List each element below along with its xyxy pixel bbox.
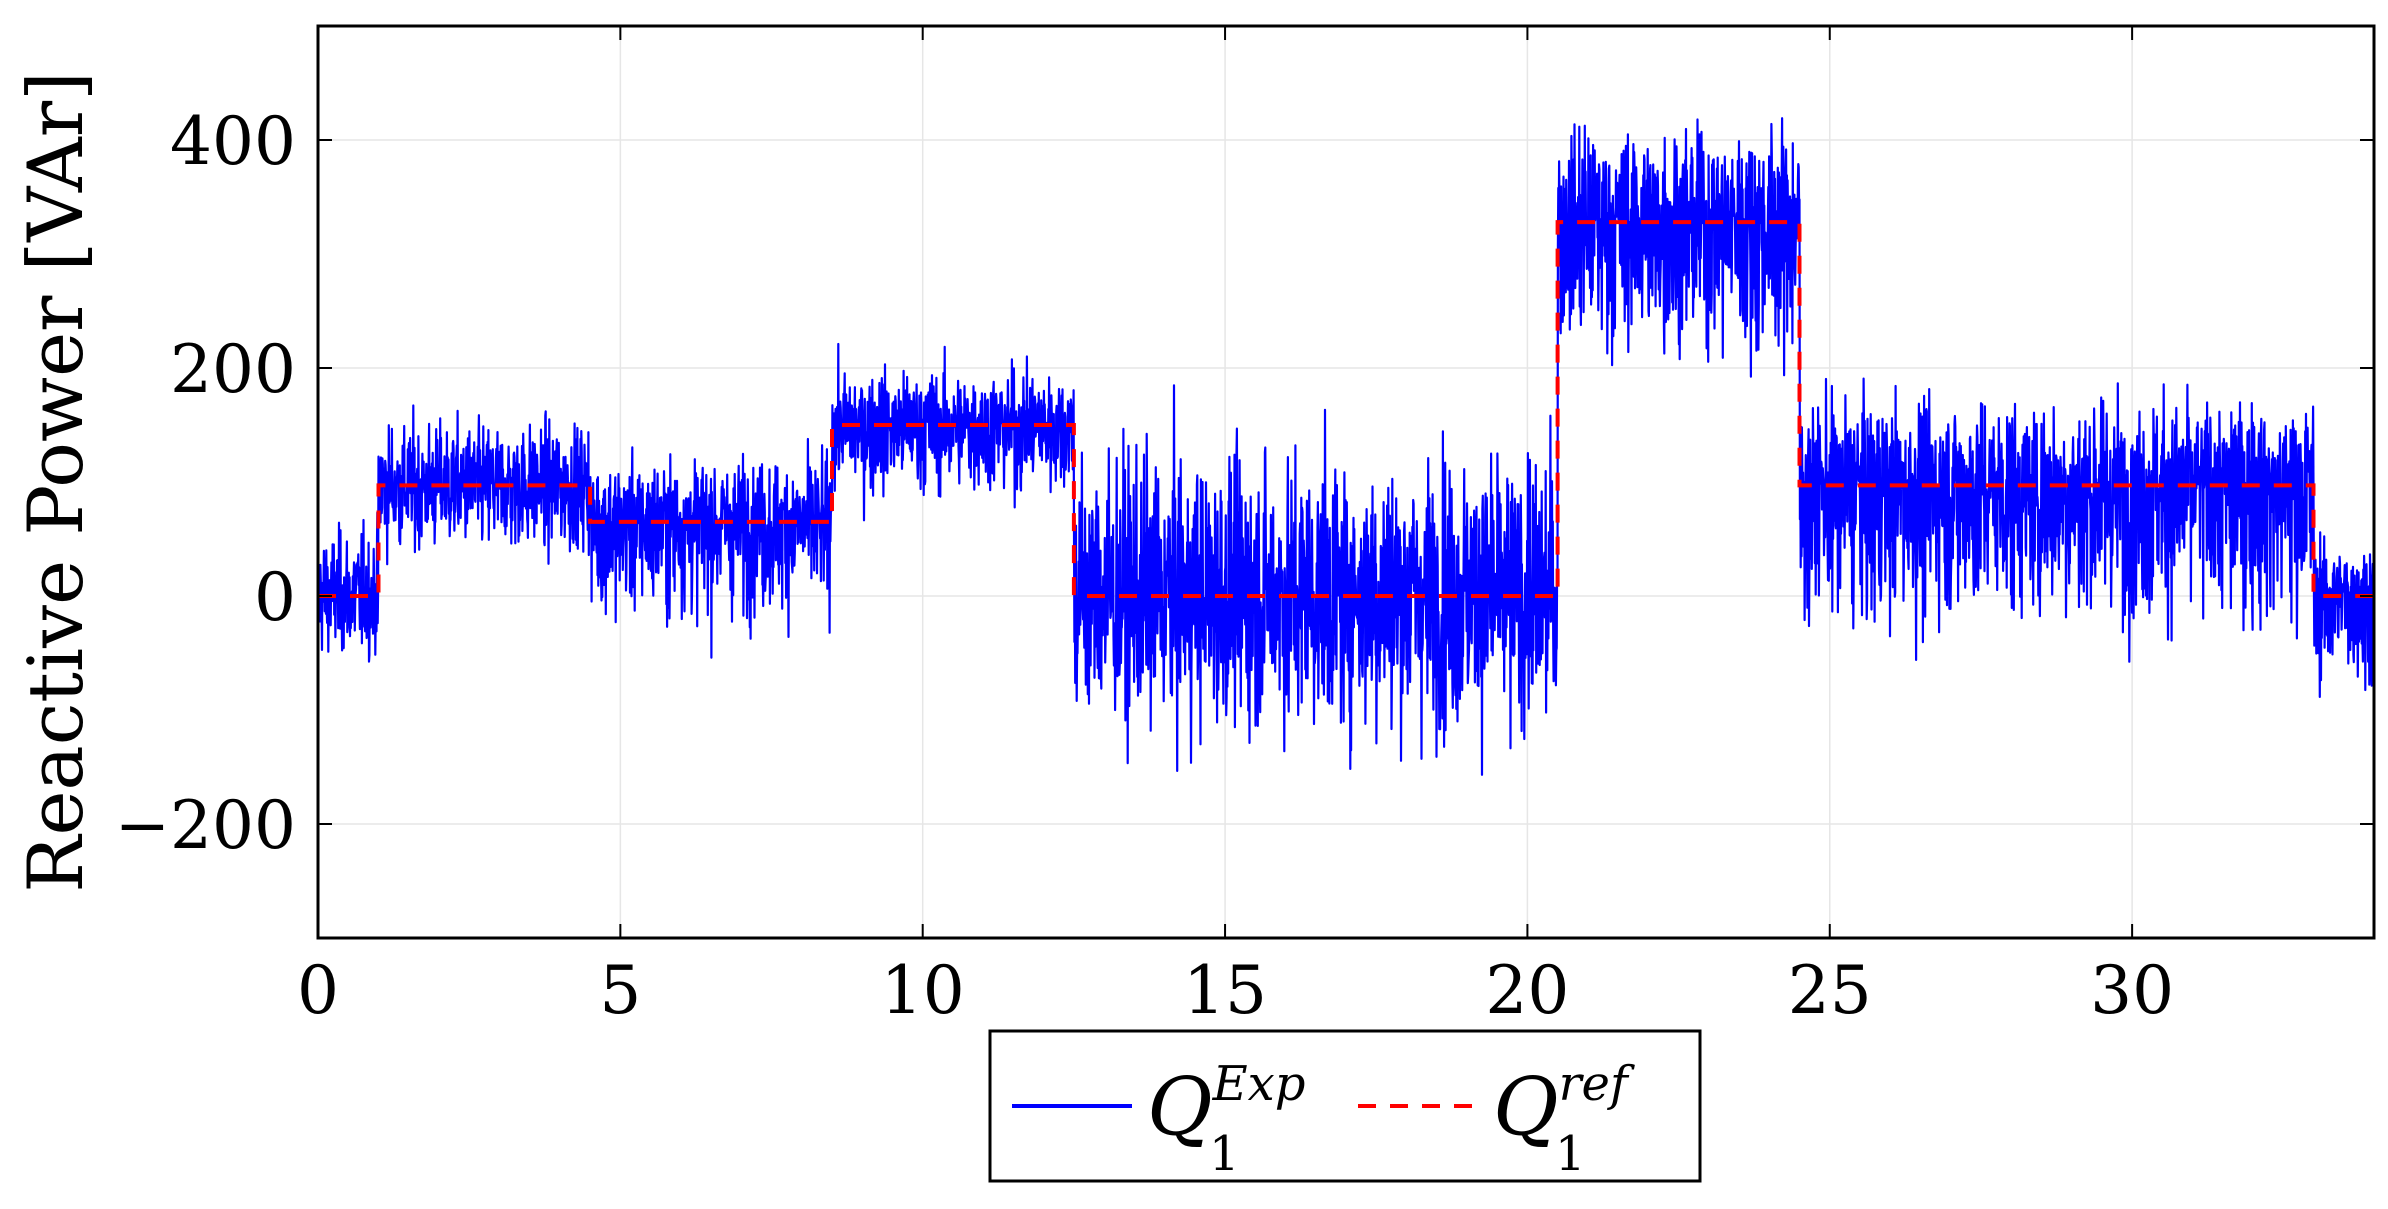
series-layer [318, 117, 2374, 776]
x-tick-label: 30 [2090, 952, 2174, 1029]
legend-label: QExp 1 [1147, 1056, 1305, 1182]
y-tick-label: 200 [170, 331, 296, 408]
series-line-q1-ref [318, 220, 2374, 598]
plot-border [316, 24, 2376, 940]
x-tick-label: 5 [599, 952, 641, 1029]
y-tick-label: 0 [254, 559, 296, 636]
y-tick-label: −200 [115, 787, 296, 864]
x-tick-label: 20 [1485, 952, 1569, 1029]
x-tick-label: 25 [1788, 952, 1872, 1029]
x-tick-label: 10 [881, 952, 965, 1029]
y-tick-label: 400 [170, 103, 296, 180]
series-line-q1-exp [318, 117, 2374, 776]
x-tick-label: 0 [297, 952, 339, 1029]
legend-label: Qref 1 [1493, 1056, 1635, 1182]
y-axis-label: Reactive Power [VAr] [11, 71, 100, 893]
legend: QExp 1 Qref 1 [988, 1029, 1702, 1183]
x-tick-label: 15 [1183, 952, 1267, 1029]
ticks: 0 5 10 15 20 25 30 −200 0 200 400 [115, 26, 2374, 1029]
